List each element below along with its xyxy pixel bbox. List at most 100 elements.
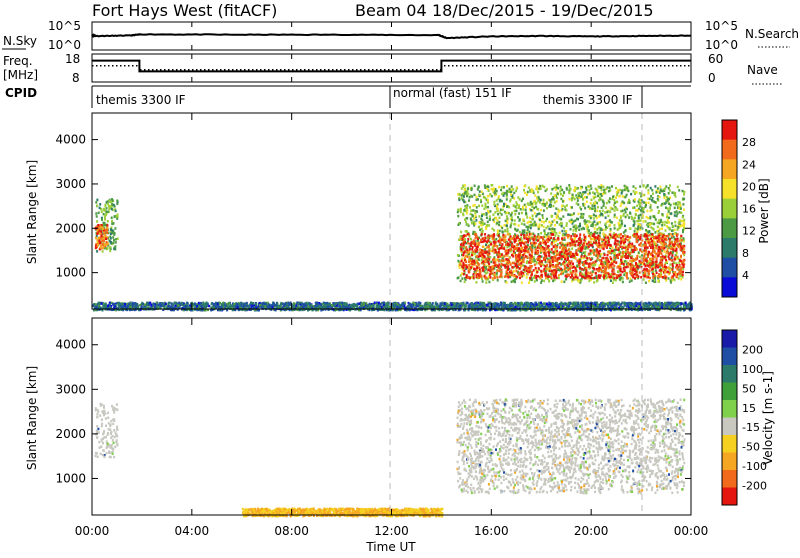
- power-cell: [468, 261, 470, 264]
- power-cell: [657, 252, 659, 255]
- power-cell: [551, 270, 553, 273]
- power-cell: [457, 260, 459, 263]
- power-cell: [627, 239, 629, 242]
- power-cell: [560, 218, 562, 221]
- power-cell: [679, 240, 681, 243]
- nsearch-tick-top: 10^5: [705, 19, 738, 33]
- power-cell: [493, 261, 495, 264]
- power-cell: [572, 253, 574, 256]
- power-cell: [652, 193, 654, 196]
- power-cell: [113, 239, 115, 242]
- power-cell: [567, 257, 569, 260]
- power-cell: [531, 258, 533, 261]
- power-cell: [467, 242, 469, 245]
- power-cell: [95, 237, 97, 240]
- power-cell: [557, 257, 559, 260]
- power-cell: [603, 248, 605, 251]
- power-cell: [561, 258, 563, 261]
- power-cell: [594, 192, 596, 195]
- power-cell: [567, 268, 569, 271]
- power-cell: [569, 268, 571, 271]
- power-cell: [464, 192, 466, 195]
- power-cell: [509, 200, 511, 203]
- power-cell: [680, 212, 682, 215]
- power-cell: [102, 227, 104, 230]
- power-cell: [469, 256, 471, 259]
- power-cell: [613, 272, 615, 275]
- power-cell: [677, 201, 679, 204]
- power-cell: [663, 197, 665, 200]
- power-cell: [551, 248, 553, 251]
- power-cell: [658, 249, 660, 252]
- power-cell: [590, 184, 592, 187]
- power-cell: [470, 217, 472, 220]
- power-cell: [571, 247, 573, 250]
- power-cell: [594, 227, 596, 230]
- power-cell: [657, 266, 659, 269]
- power-cell: [660, 264, 662, 267]
- power-cell: [550, 225, 552, 228]
- power-cell: [575, 230, 577, 233]
- power-cell: [489, 210, 491, 213]
- power-cell: [585, 187, 587, 190]
- power-cell: [665, 277, 667, 280]
- power-cell: [109, 207, 111, 210]
- power-cell: [643, 268, 645, 271]
- power-cell: [510, 270, 512, 273]
- power-cell: [661, 203, 663, 206]
- power-cell: [667, 219, 669, 222]
- power-cell: [601, 238, 603, 241]
- power-cell: [474, 185, 476, 188]
- power-cell: [682, 271, 684, 274]
- power-cell: [548, 228, 550, 231]
- power-cell: [574, 198, 576, 201]
- power-cell: [521, 223, 523, 226]
- power-cell: [552, 280, 554, 283]
- power-cell: [476, 266, 478, 269]
- power-cell: [554, 201, 556, 204]
- power-cell: [621, 262, 623, 265]
- power-cell: [616, 194, 618, 197]
- power-cell: [627, 257, 629, 260]
- power-cell: [506, 185, 508, 188]
- power-cell: [531, 206, 533, 209]
- power-cell: [598, 242, 600, 245]
- power-cell: [530, 274, 532, 277]
- power-cell: [683, 219, 685, 222]
- power-cell: [586, 201, 588, 204]
- power-cell: [665, 243, 667, 246]
- power-cell: [616, 191, 618, 194]
- power-cell: [558, 277, 560, 280]
- power-cell: [656, 230, 658, 233]
- power-cell: [498, 195, 500, 198]
- power-cell: [607, 244, 609, 247]
- power-cell: [576, 253, 578, 256]
- power-cell: [107, 211, 109, 214]
- power-cell: [471, 188, 473, 191]
- power-cell: [553, 276, 555, 279]
- power-cell: [615, 261, 617, 264]
- power-cell: [652, 258, 654, 261]
- power-cell: [545, 272, 547, 275]
- power-cell: [657, 280, 659, 283]
- power-cell: [600, 262, 602, 265]
- power-cell: [680, 207, 682, 210]
- power-cell: [495, 217, 497, 220]
- power-cell: [630, 267, 632, 270]
- power-cell: [682, 190, 684, 193]
- power-cell: [640, 219, 642, 222]
- power-cell: [488, 281, 490, 284]
- power-cell: [566, 225, 568, 228]
- power-cell: [520, 265, 522, 268]
- power-cell: [96, 250, 98, 253]
- power-cell: [676, 210, 678, 213]
- power-cell: [595, 272, 597, 275]
- power-cell: [563, 227, 565, 230]
- power-cell: [478, 274, 480, 277]
- power-cell: [645, 244, 647, 247]
- power-cell: [506, 281, 508, 284]
- power-cell: [520, 262, 522, 265]
- power-cell: [526, 216, 528, 219]
- power-cell: [481, 215, 483, 218]
- power-cell: [560, 193, 562, 196]
